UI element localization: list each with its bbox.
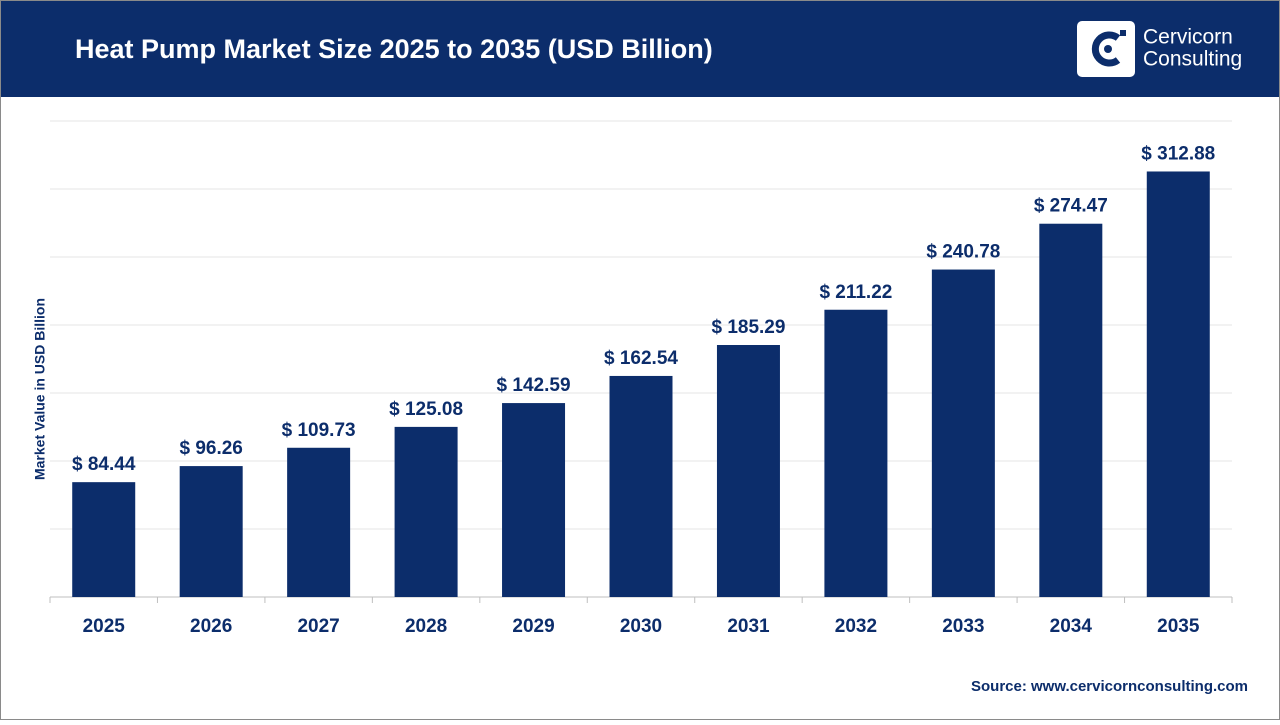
x-tick-label: 2031 — [727, 616, 770, 637]
x-tick-label: 2027 — [297, 616, 339, 637]
value-label: $ 142.59 — [497, 375, 571, 396]
value-label: $ 274.47 — [1034, 196, 1108, 217]
bar — [179, 466, 243, 597]
value-label: $ 312.88 — [1141, 143, 1215, 164]
value-label: $ 84.44 — [72, 454, 136, 475]
value-label: $ 109.73 — [282, 420, 356, 441]
brand-line: Consulting — [1143, 48, 1242, 71]
bar — [72, 482, 136, 597]
chart-title: Heat Pump Market Size 2025 to 2035 (USD … — [75, 34, 713, 64]
x-tick-label: 2025 — [83, 616, 126, 637]
value-label: $ 211.22 — [819, 282, 892, 303]
bar — [931, 269, 995, 597]
bar — [716, 345, 780, 597]
logo-dot — [1104, 45, 1112, 53]
bar — [394, 426, 458, 597]
bar — [1039, 223, 1103, 597]
x-tick-label: 2035 — [1157, 616, 1200, 637]
y-axis-label: Market Value in USD Billion — [32, 298, 48, 480]
logo-icon — [1091, 31, 1121, 67]
value-label: $ 125.08 — [389, 399, 463, 420]
value-label: $ 162.54 — [604, 348, 678, 369]
x-tick-label: 2029 — [512, 616, 554, 637]
logo: Cervicorn Consulting — [1077, 21, 1242, 77]
x-tick-label: 2034 — [1050, 616, 1093, 637]
brand-line: Cervicorn — [1143, 26, 1233, 49]
value-label: $ 185.29 — [711, 317, 785, 338]
x-tick-label: 2030 — [620, 616, 662, 637]
bar — [1146, 171, 1210, 597]
bar — [609, 375, 673, 597]
bar — [824, 309, 888, 597]
value-label: $ 240.78 — [926, 242, 1000, 263]
value-label: $ 96.26 — [179, 438, 242, 459]
x-tick-label: 2033 — [942, 616, 984, 637]
x-tick-label: 2026 — [190, 616, 232, 637]
source-note: Source: www.cervicornconsulting.com — [971, 678, 1248, 695]
x-tick-label: 2032 — [835, 616, 877, 637]
x-tick-label: 2028 — [405, 616, 447, 637]
bar — [502, 403, 566, 597]
header-band — [1, 1, 1279, 97]
bar — [287, 447, 351, 597]
logo-square — [1120, 30, 1126, 36]
